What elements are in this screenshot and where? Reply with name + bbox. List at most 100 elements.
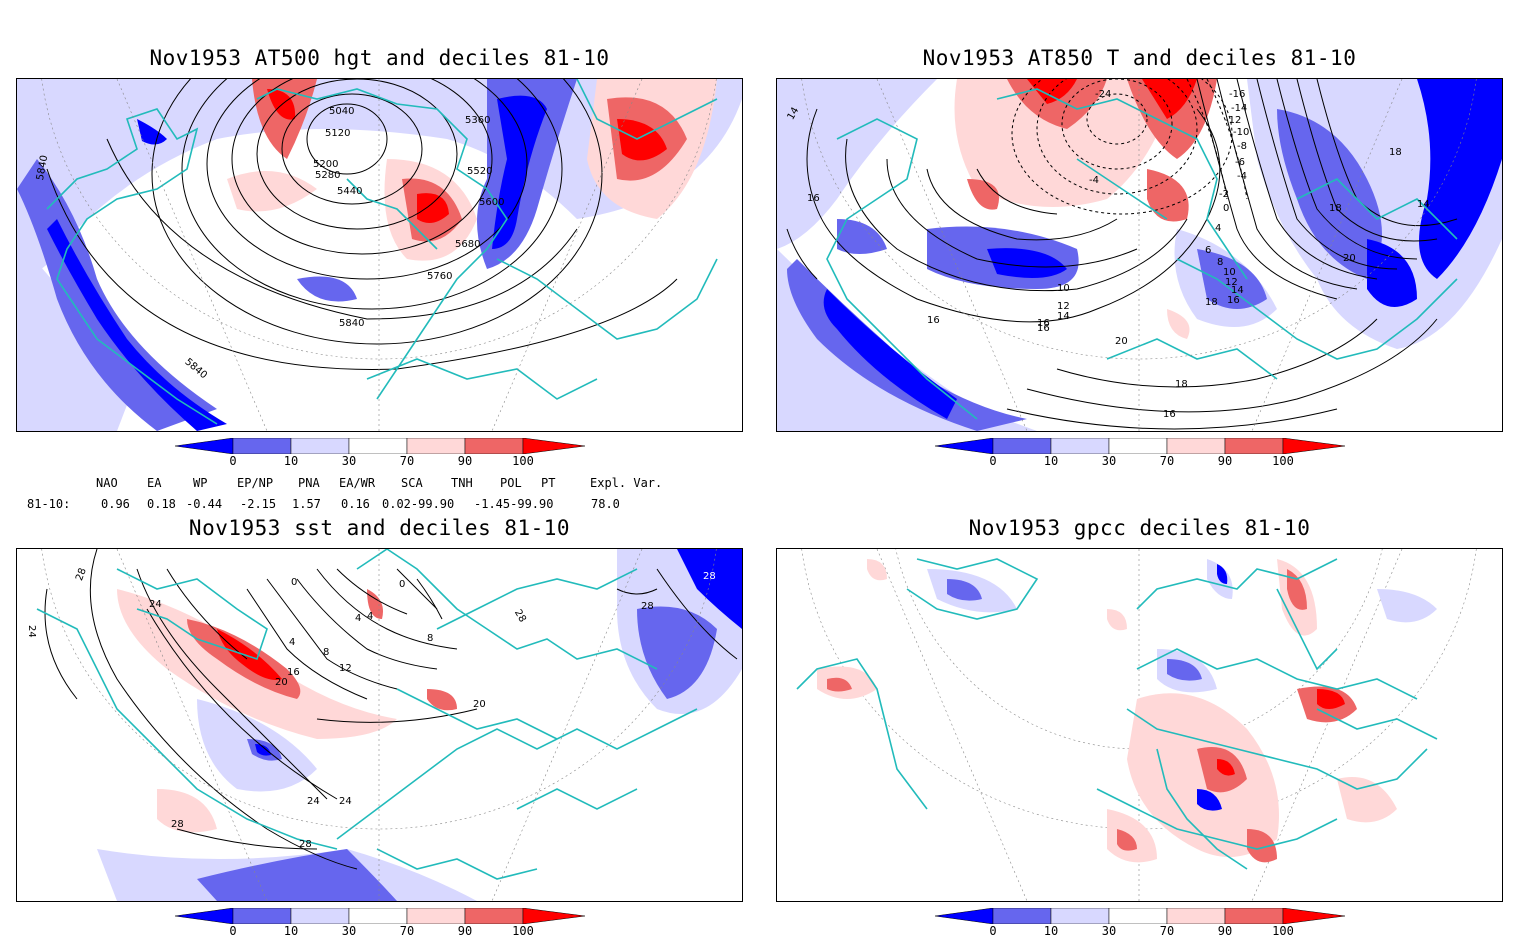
colorbar-label: 90 — [1217, 454, 1233, 468]
contour-label: 10 — [1057, 283, 1070, 294]
anomaly-strong-positive — [217, 629, 282, 680]
contour-label: 5600 — [479, 197, 504, 208]
index-value: 0.96 — [101, 497, 130, 511]
colorbar-sst: 0 10 30 70 90 100 — [174, 907, 586, 940]
colorbar-label: 0 — [989, 924, 997, 938]
index-header: Expl. Var. — [590, 476, 663, 490]
contour-label: -2 — [1219, 189, 1229, 200]
colorbar-label: 10 — [283, 924, 299, 938]
contour-label: -24 — [1095, 89, 1111, 100]
colorbar-t850: 0 10 30 70 90 100 — [934, 437, 1346, 472]
contour-label: 5840 — [35, 154, 50, 181]
colorbar-swatch-0 — [934, 437, 994, 455]
contour-label: 18 — [1175, 379, 1188, 390]
temperature-contour — [1026, 318, 1438, 413]
coastlines — [796, 558, 1438, 870]
temperature-contour — [845, 138, 1188, 292]
index-header: EA — [147, 476, 162, 490]
anomaly-moderate-negative — [1277, 109, 1382, 279]
sst-contour — [266, 578, 398, 690]
contour-label: 0 — [291, 577, 297, 588]
contour-label: 6 — [1205, 245, 1211, 256]
colorbar-label: 10 — [1043, 924, 1059, 938]
sst-contour — [416, 578, 443, 620]
coastlines — [36, 549, 698, 880]
index-header: EA/WR — [339, 476, 376, 490]
contour-label: -12 — [1225, 115, 1241, 126]
anomaly-weak-negative — [297, 276, 357, 302]
anomaly-moderate-negative — [837, 219, 887, 254]
colorbar-hgt500: 0 10 30 70 90 100 — [174, 437, 586, 472]
contour-label: 4 — [289, 637, 295, 648]
anomaly-strong-negative — [47, 219, 227, 431]
contour-label: 28 — [641, 601, 654, 612]
graticule — [801, 79, 1477, 431]
contour-label: 16 — [1163, 409, 1176, 420]
contour-label: 16 — [1037, 318, 1050, 329]
colorbar-swatch-2 — [1050, 907, 1110, 925]
contour-label: 24 — [339, 796, 352, 807]
contour-label: 5040 — [329, 106, 354, 117]
colorbar-label: 70 — [1159, 924, 1175, 938]
index-header: SCA — [401, 476, 423, 490]
contour-label: -10 — [1233, 127, 1249, 138]
precip-anomaly-patches — [817, 559, 1437, 863]
height-contour — [46, 168, 678, 370]
anomaly-strong-positive — [617, 119, 667, 161]
colorbar-swatch-0 — [174, 437, 234, 455]
temperature-contour-negative — [1011, 79, 1233, 215]
colorbar-label: 0 — [229, 924, 237, 938]
index-value: -2.15 — [240, 497, 277, 511]
contour-label: 12 — [339, 663, 352, 674]
temperature-contour — [1276, 79, 1418, 260]
sst-contour — [166, 568, 248, 660]
colorbar-label: 70 — [1159, 454, 1175, 468]
temperature-contour — [1216, 79, 1358, 290]
colorbar-swatch-1 — [232, 907, 292, 925]
anomaly-moderate-negative — [17, 159, 217, 431]
colorbar-label: 90 — [1217, 924, 1233, 938]
sst-contour — [316, 708, 478, 723]
colorbar-label: 90 — [457, 924, 473, 938]
contour-label: 5760 — [427, 271, 452, 282]
contour-label: 4 — [355, 613, 361, 624]
contour-label: 18 — [1389, 147, 1402, 158]
colorbar-swatch-3 — [1108, 437, 1168, 455]
temperature-contour — [786, 228, 818, 280]
contour-labels: 28 24 24 0 0 4 4 8 12 16 20 20 24 28 28 … — [26, 567, 716, 850]
anomaly-moderate-negative — [1197, 249, 1267, 309]
contour-label: 14 — [1057, 311, 1070, 322]
anomaly-strong-negative — [823, 289, 957, 419]
height-contour — [151, 79, 603, 345]
index-value: 0.02-99.90 — [382, 497, 455, 511]
temperature-contour — [976, 168, 1058, 215]
contour-label: 20 — [1115, 336, 1128, 347]
temperature-contour — [1296, 79, 1438, 242]
panel-title-hgt: Nov1953 AT500 hgt and deciles 81-10 — [149, 46, 610, 70]
contour-label: 16 — [1227, 295, 1240, 306]
anomaly-strong-positive — [417, 193, 449, 223]
contour-label: 20 — [1343, 253, 1356, 264]
anomaly-moderate-negative — [197, 849, 397, 901]
contour-label: 16 — [927, 315, 940, 326]
anomaly-moderate-positive — [252, 79, 317, 159]
anomaly-weak-negative — [777, 249, 1037, 431]
colorbar-swatch-3 — [348, 437, 408, 455]
colorbar-swatch-1 — [992, 907, 1052, 925]
sst-contour — [336, 568, 408, 615]
height-contour — [306, 103, 388, 175]
anomaly-strong-negative — [137, 119, 167, 145]
contour-label: 24 — [149, 599, 162, 610]
colorbar-label: 70 — [399, 454, 415, 468]
height-contour — [256, 79, 458, 230]
contour-label: 20 — [275, 677, 288, 688]
sst-contour — [296, 578, 438, 670]
contour-label: 5120 — [325, 128, 350, 139]
anomaly-strong-positive — [1027, 79, 1077, 104]
anomaly-moderate-positive — [1147, 169, 1189, 222]
height-contour — [181, 79, 563, 310]
colorbar-label: 10 — [1043, 454, 1059, 468]
contour-label: 10 — [1223, 267, 1236, 278]
index-value: 78.0 — [591, 497, 620, 511]
anomaly-strong-negative — [1367, 239, 1417, 307]
